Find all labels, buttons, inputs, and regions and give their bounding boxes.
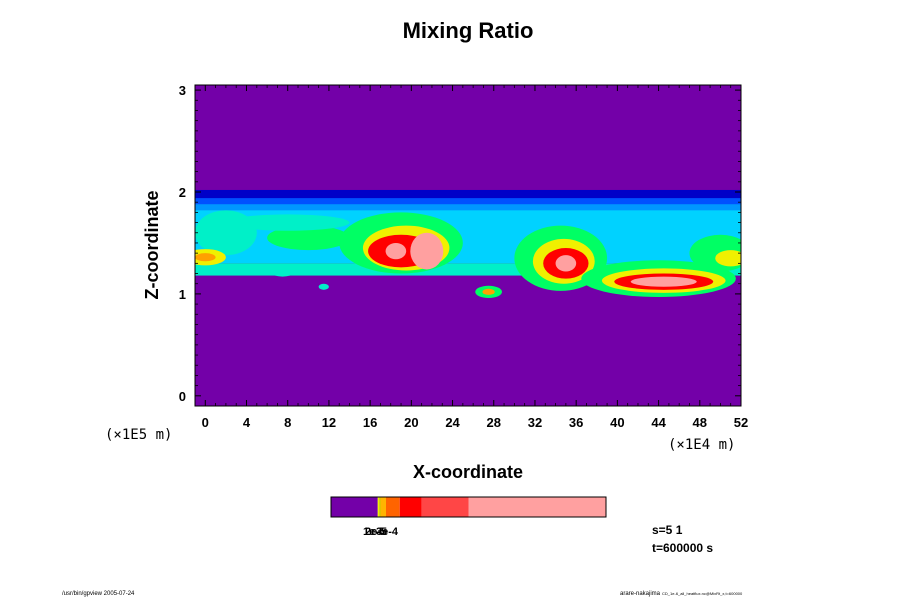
colorbar-segment-0	[331, 497, 378, 517]
chart-title: Mixing Ratio	[403, 18, 534, 43]
colorbar-segment-5	[399, 497, 422, 517]
t-annotation: t=600000 s	[652, 541, 713, 555]
field-band-1	[195, 198, 741, 207]
field-blob-19	[715, 250, 741, 267]
footer-right-author: arare-nakajima	[620, 591, 661, 597]
field-blob-23	[318, 283, 329, 290]
field-blob-21	[482, 288, 495, 295]
x-tick-label: 52	[734, 415, 748, 430]
x-tick-label: 40	[610, 415, 624, 430]
field-blob-3	[267, 225, 350, 251]
mixing-ratio-field	[195, 189, 741, 298]
colorbar-segment-3	[380, 497, 386, 517]
x-axis-title: X-coordinate	[413, 462, 523, 482]
x-tick-label: 16	[363, 415, 377, 430]
x-tick-label: 28	[487, 415, 501, 430]
x-tick-label: 32	[528, 415, 542, 430]
y-axis-title: Z-coordinate	[142, 190, 162, 299]
field-blob-8	[410, 232, 444, 270]
colorbar-segment-6	[421, 497, 469, 517]
field-band-2	[195, 204, 741, 213]
x-tick-label: 0	[202, 415, 209, 430]
colorbar-segment-1	[377, 497, 380, 517]
y-tick-label: 3	[179, 83, 186, 98]
x-tick-label: 24	[445, 415, 460, 430]
footer-right: arare-nakajima CD_1e-6_all_heatflux.nc@Mi…	[620, 591, 743, 597]
x-scale-note: (×1E4 m)	[668, 437, 735, 453]
colorbar-segment-2	[379, 497, 381, 517]
field-blob-4	[225, 214, 350, 231]
colorbar-segment-4	[386, 497, 400, 517]
x-tick-label: 12	[322, 415, 336, 430]
field-blob-9	[385, 242, 407, 260]
x-tick-label: 44	[651, 415, 666, 430]
y-scale-note: (×1E5 m)	[105, 427, 172, 443]
colorbar-label-1: 1e-5	[363, 526, 385, 538]
x-tick-label: 4	[243, 415, 251, 430]
x-tick-label: 36	[569, 415, 583, 430]
field-band-0	[195, 189, 741, 201]
field-blob-2	[195, 253, 216, 262]
y-tick-label: 0	[179, 389, 186, 404]
x-tick-label: 20	[404, 415, 418, 430]
field-blob-22	[272, 270, 293, 277]
x-tick-label: 8	[284, 415, 291, 430]
s-annotation: s=5 1	[652, 523, 683, 537]
y-tick-label: 2	[179, 185, 186, 200]
field-blob-13	[555, 255, 577, 272]
colorbar-label-3: 3e-4	[376, 526, 399, 538]
footer-right-file: CD_1e-6_all_heatflux.nc@MixRt_x,t=600000	[662, 591, 743, 596]
colorbar-label-2: 2e-5	[365, 526, 387, 538]
x-tick-label: 48	[693, 415, 707, 430]
colorbar-frame	[330, 496, 607, 518]
colorbar-segment-7	[468, 497, 606, 517]
plot-frame	[194, 84, 742, 407]
colorbar	[331, 497, 606, 517]
footer-left: /usr/bin/gpview 2005-07-24	[62, 591, 135, 597]
field-blob-17	[630, 276, 697, 287]
y-tick-label: 1	[179, 287, 186, 302]
